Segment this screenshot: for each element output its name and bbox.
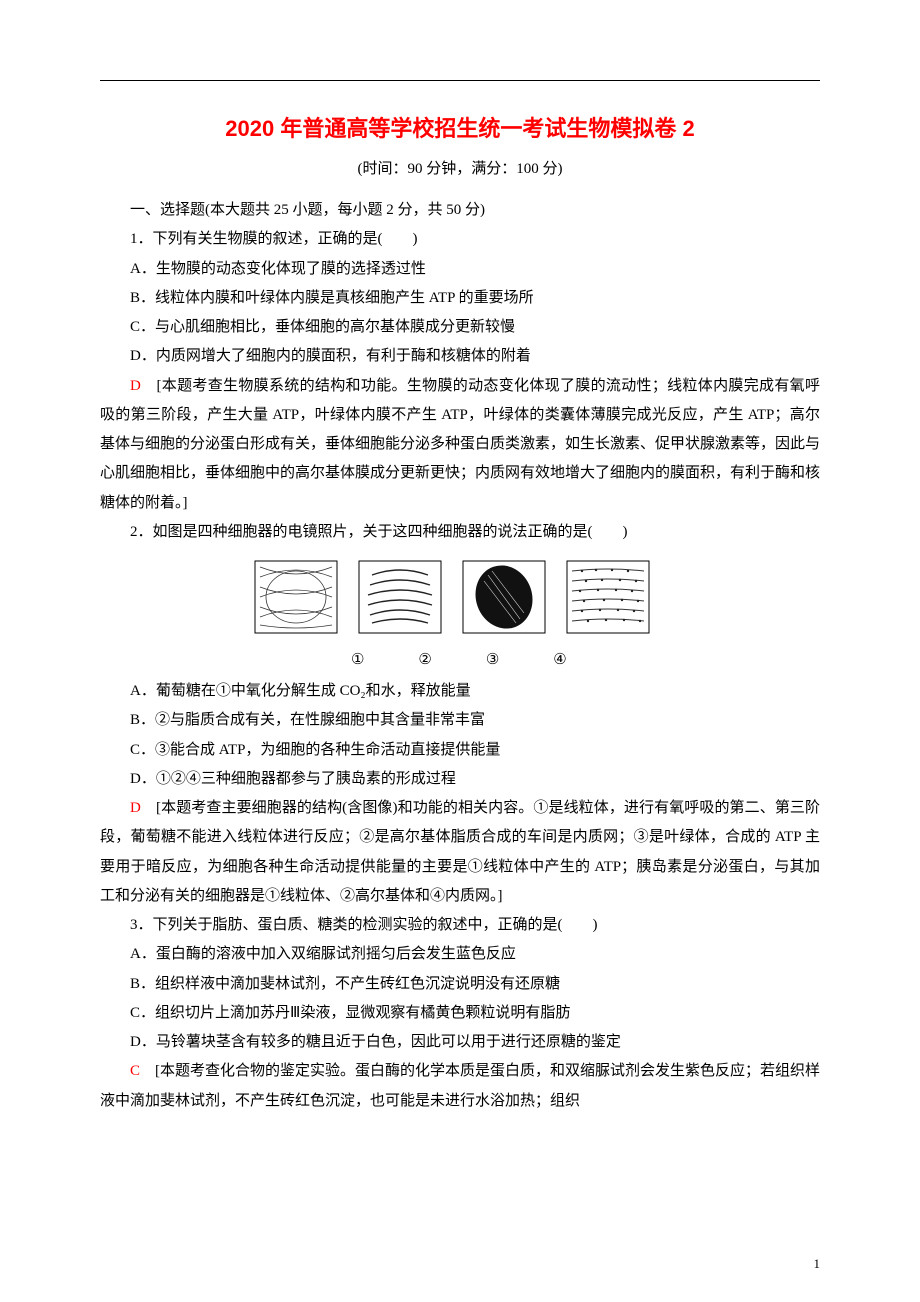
q3-explanation: [本题考查化合物的鉴定实验。蛋白酶的化学本质是蛋白质，和双缩脲试剂会发生紫色反应… <box>100 1063 820 1108</box>
q2-figure <box>100 557 820 642</box>
document-page: 2020 年普通高等学校招生统一考试生物模拟卷 2 (时间：90 分钟，满分：1… <box>0 0 920 1302</box>
q1-option-a: A．生物膜的动态变化体现了膜的选择透过性 <box>100 255 820 284</box>
section-heading: 一、选择题(本大题共 25 小题，每小题 2 分，共 50 分) <box>100 196 820 225</box>
q2-option-b: B．②与脂质合成有关，在性腺细胞中其含量非常丰富 <box>100 706 820 735</box>
top-horizontal-rule <box>100 80 820 81</box>
q3-option-b: B．组织样液中滴加斐林试剂，不产生砖红色沉淀说明没有还原糖 <box>100 970 820 999</box>
page-number: 1 <box>814 1256 821 1272</box>
q2-option-a: A．葡萄糖在①中氧化分解生成 CO₂和水，释放能量 <box>100 677 820 706</box>
q2-answer-block: D [本题考查主要细胞器的结构(含图像)和功能的相关内容。①是线粒体，进行有氧呼… <box>100 794 820 911</box>
q2-figure-labels: ① ② ③ ④ <box>100 648 820 669</box>
q3-stem: 3．下列关于脂肪、蛋白质、糖类的检测实验的叙述中，正确的是( ) <box>100 911 820 940</box>
q1-stem: 1．下列有关生物膜的叙述，正确的是( ) <box>100 225 820 254</box>
q2-explanation: [本题考查主要细胞器的结构(含图像)和功能的相关内容。①是线粒体，进行有氧呼吸的… <box>100 800 820 904</box>
q2-stem: 2．如图是四种细胞器的电镜照片，关于这四种细胞器的说法正确的是( ) <box>100 518 820 547</box>
q3-answer-block: C [本题考查化合物的鉴定实验。蛋白酶的化学本质是蛋白质，和双缩脲试剂会发生紫色… <box>100 1057 820 1116</box>
q1-answer-letter: D <box>130 378 141 394</box>
q3-option-a: A．蛋白酶的溶液中加入双缩脲试剂摇匀后会发生蓝色反应 <box>100 940 820 969</box>
q3-option-d: D．马铃薯块茎含有较多的糖且近于白色，因此可以用于进行还原糖的鉴定 <box>100 1028 820 1057</box>
q3-option-c: C．组织切片上滴加苏丹Ⅲ染液，显微观察有橘黄色颗粒说明有脂肪 <box>100 999 820 1028</box>
q2-answer-letter: D <box>130 800 141 816</box>
exam-title: 2020 年普通高等学校招生统一考试生物模拟卷 2 <box>100 111 820 143</box>
q1-option-c: C．与心肌细胞相比，垂体细胞的高尔基体膜成分更新较慢 <box>100 313 820 342</box>
q3-answer-letter: C <box>130 1063 140 1079</box>
q2-option-d: D．①②④三种细胞器都参与了胰岛素的形成过程 <box>100 765 820 794</box>
exam-subtitle: (时间：90 分钟，满分：100 分) <box>100 157 820 178</box>
q1-explanation: [本题考查生物膜系统的结构和功能。生物膜的动态变化体现了膜的流动性；线粒体内膜完… <box>100 378 820 511</box>
q1-option-b: B．线粒体内膜和叶绿体内膜是真核细胞产生 ATP 的重要场所 <box>100 284 820 313</box>
q1-option-d: D．内质网增大了细胞内的膜面积，有利于酶和核糖体的附着 <box>100 342 820 371</box>
electron-micrograph-panels-icon <box>250 557 670 637</box>
q1-answer-block: D [本题考查生物膜系统的结构和功能。生物膜的动态变化体现了膜的流动性；线粒体内… <box>100 372 820 518</box>
q2-option-c: C．③能合成 ATP，为细胞的各种生命活动直接提供能量 <box>100 736 820 765</box>
